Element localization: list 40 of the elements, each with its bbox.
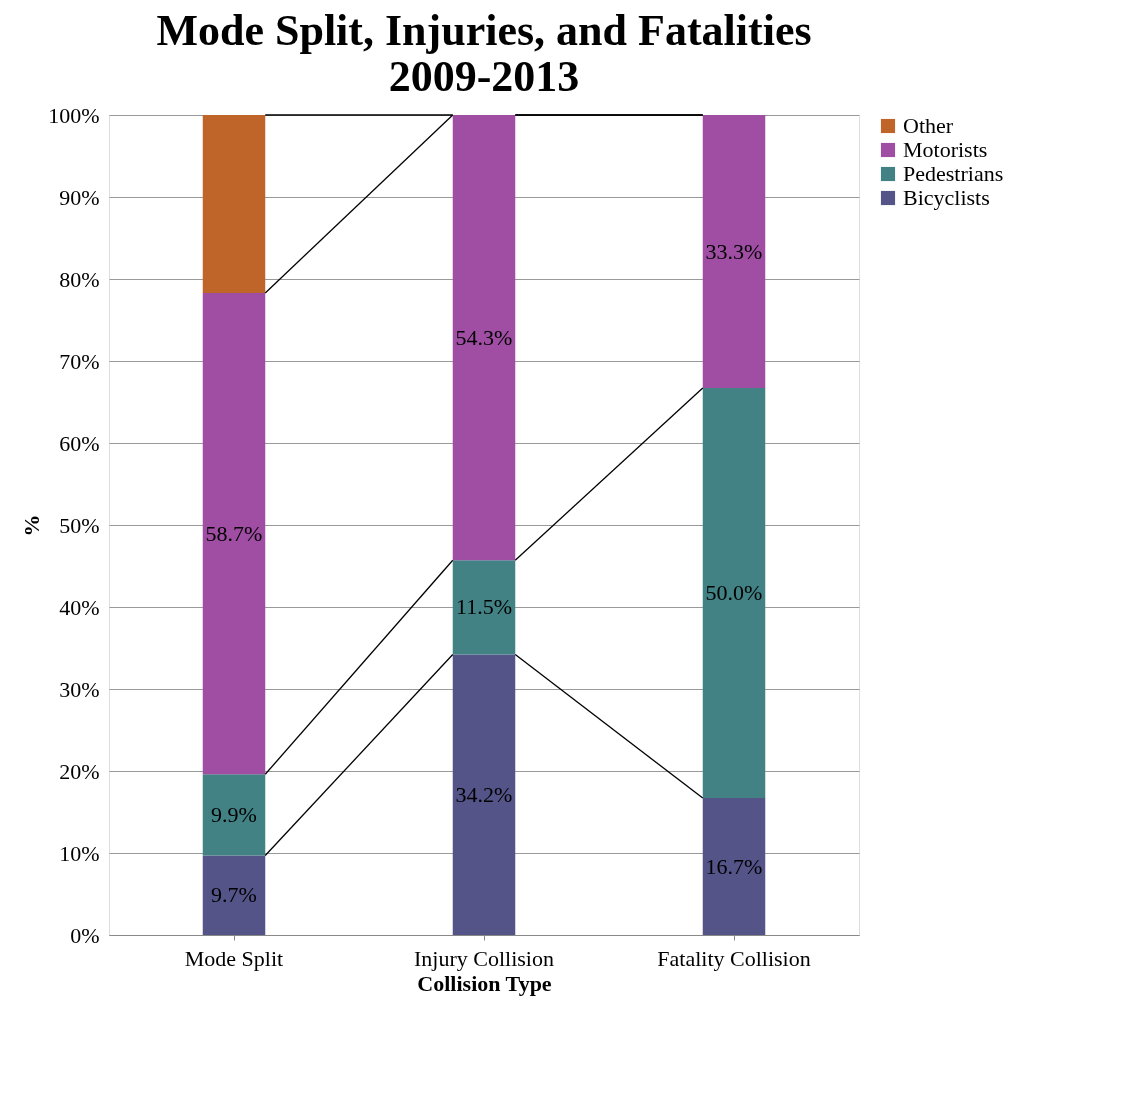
chart-title: Mode Split, Injuries, and Fatalities 2009-2013 [156, 6, 812, 101]
bar [202, 292, 266, 775]
bar [452, 654, 516, 935]
x-axis-title: Collision Type [417, 970, 552, 996]
data-label: 33.3% [705, 238, 763, 264]
bar [452, 115, 516, 561]
bar [202, 774, 266, 856]
bar [202, 855, 266, 935]
y-tick-label: 70% [59, 348, 100, 374]
y-tick-label: 50% [59, 512, 100, 538]
data-label: 58.7% [205, 520, 263, 546]
data-label: 9.7% [211, 882, 257, 908]
y-tick-label: 0% [70, 922, 100, 948]
legend-label: Pedestrians [903, 161, 1004, 186]
legend-label: Bicyclists [903, 185, 990, 210]
y-tick-label: 20% [59, 758, 100, 784]
y-tick-label: 100% [48, 102, 100, 128]
x-tick-label: Mode Split [184, 945, 284, 971]
x-tick-label: Fatality Collision [657, 945, 811, 971]
bar [702, 798, 766, 935]
bar [452, 560, 516, 655]
y-tick-label: 90% [59, 184, 100, 210]
legend-label: Motorists [903, 137, 988, 162]
y-axis-title: % [19, 514, 45, 537]
y-tick-label: 10% [59, 840, 100, 866]
data-label: 11.5% [455, 594, 513, 620]
bar [202, 115, 266, 293]
data-label: 34.2% [455, 781, 513, 807]
data-label: 50.0% [705, 580, 763, 606]
legend-label: Other [903, 113, 954, 138]
y-tick-label: 60% [59, 430, 100, 456]
bar [702, 388, 766, 799]
data-label: 9.9% [211, 801, 257, 827]
data-label: 54.3% [455, 324, 513, 350]
data-label: 16.7% [705, 853, 763, 879]
bar [702, 115, 766, 389]
y-tick-label: 30% [59, 676, 100, 702]
x-tick-label: Injury Collision [414, 945, 554, 971]
y-tick-label: 40% [59, 594, 100, 620]
y-tick-label: 80% [59, 266, 100, 292]
